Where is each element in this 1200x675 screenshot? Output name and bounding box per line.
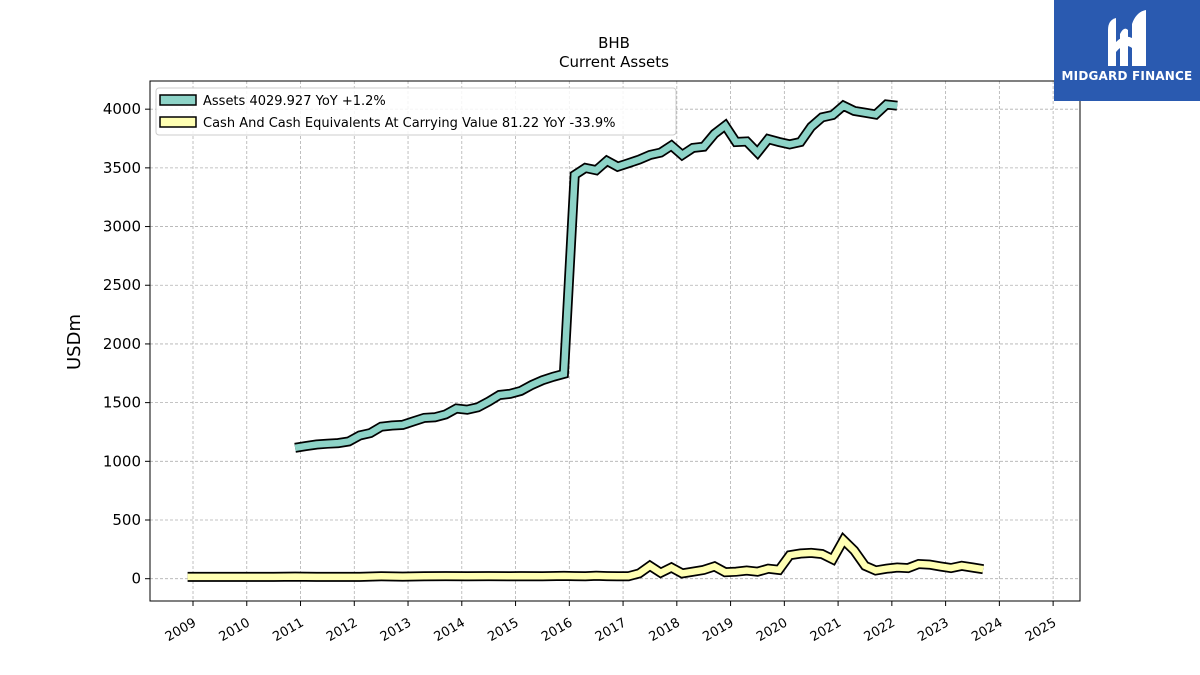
x-tick-label: 2012 — [324, 615, 360, 645]
x-tick-label: 2022 — [862, 615, 898, 645]
x-tick-label: 2021 — [808, 615, 844, 645]
x-tick-label: 2009 — [163, 615, 199, 645]
x-tick-label: 2023 — [915, 615, 951, 645]
series-outline-0 — [294, 99, 898, 453]
y-axis-label: USDm — [64, 314, 85, 370]
y-tick-label: 3500 — [103, 159, 141, 177]
x-tick-label: 2015 — [485, 615, 521, 645]
legend-label: Assets 4029.927 YoY +1.2% — [203, 94, 386, 109]
y-tick-label: 2000 — [103, 335, 141, 353]
y-tick-label: 1500 — [103, 394, 141, 412]
y-tick-label: 1000 — [103, 452, 141, 470]
y-tick-label: 0 — [131, 570, 141, 588]
series-line-0 — [294, 101, 898, 452]
x-ticks: 2009 2010 2011 2012 2013 2014 2015 2016 2017 2018… — [163, 601, 1059, 645]
legend-swatch — [159, 94, 197, 106]
y-tick-label: 500 — [112, 511, 141, 529]
x-tick-label: 2018 — [647, 615, 683, 645]
series-outline-1 — [187, 531, 984, 582]
y-tick-label: 3000 — [103, 218, 141, 236]
y-tick-label: 4000 — [103, 100, 141, 118]
legend: Assets 4029.927 YoY +1.2% Cash And Cash E… — [155, 87, 677, 136]
midgard-logo-icon — [1108, 10, 1146, 67]
y-ticks: 0 500 1000 1500 2000 2500 3000 3500 4000 — [103, 100, 150, 588]
x-tick-label: 2020 — [754, 615, 790, 645]
x-tick-label: 2017 — [593, 615, 629, 645]
x-tick-label: 2025 — [1023, 615, 1059, 645]
x-tick-label: 2011 — [270, 615, 306, 645]
chart-subtitle: Current Assets — [559, 53, 669, 71]
x-tick-label: 2016 — [539, 615, 575, 645]
legend-box — [155, 87, 677, 136]
series-layer — [187, 99, 984, 582]
grid — [150, 81, 1080, 601]
legend-label: Cash And Cash Equivalents At Carrying Va… — [203, 116, 615, 131]
plot-frame — [149, 80, 1081, 602]
x-tick-label: 2019 — [700, 615, 736, 645]
legend-swatch — [159, 116, 197, 128]
x-tick-label: 2024 — [969, 615, 1005, 645]
logo-text: MIDGARD FINANCE — [1061, 69, 1193, 83]
x-tick-label: 2014 — [432, 615, 468, 645]
x-tick-label: 2013 — [378, 615, 414, 645]
y-tick-label: 2500 — [103, 276, 141, 294]
midgard-logo: MIDGARD FINANCE — [1054, 0, 1200, 101]
x-tick-label: 2010 — [217, 615, 253, 645]
chart-title: BHB — [598, 34, 630, 52]
series-line-1 — [187, 534, 984, 581]
